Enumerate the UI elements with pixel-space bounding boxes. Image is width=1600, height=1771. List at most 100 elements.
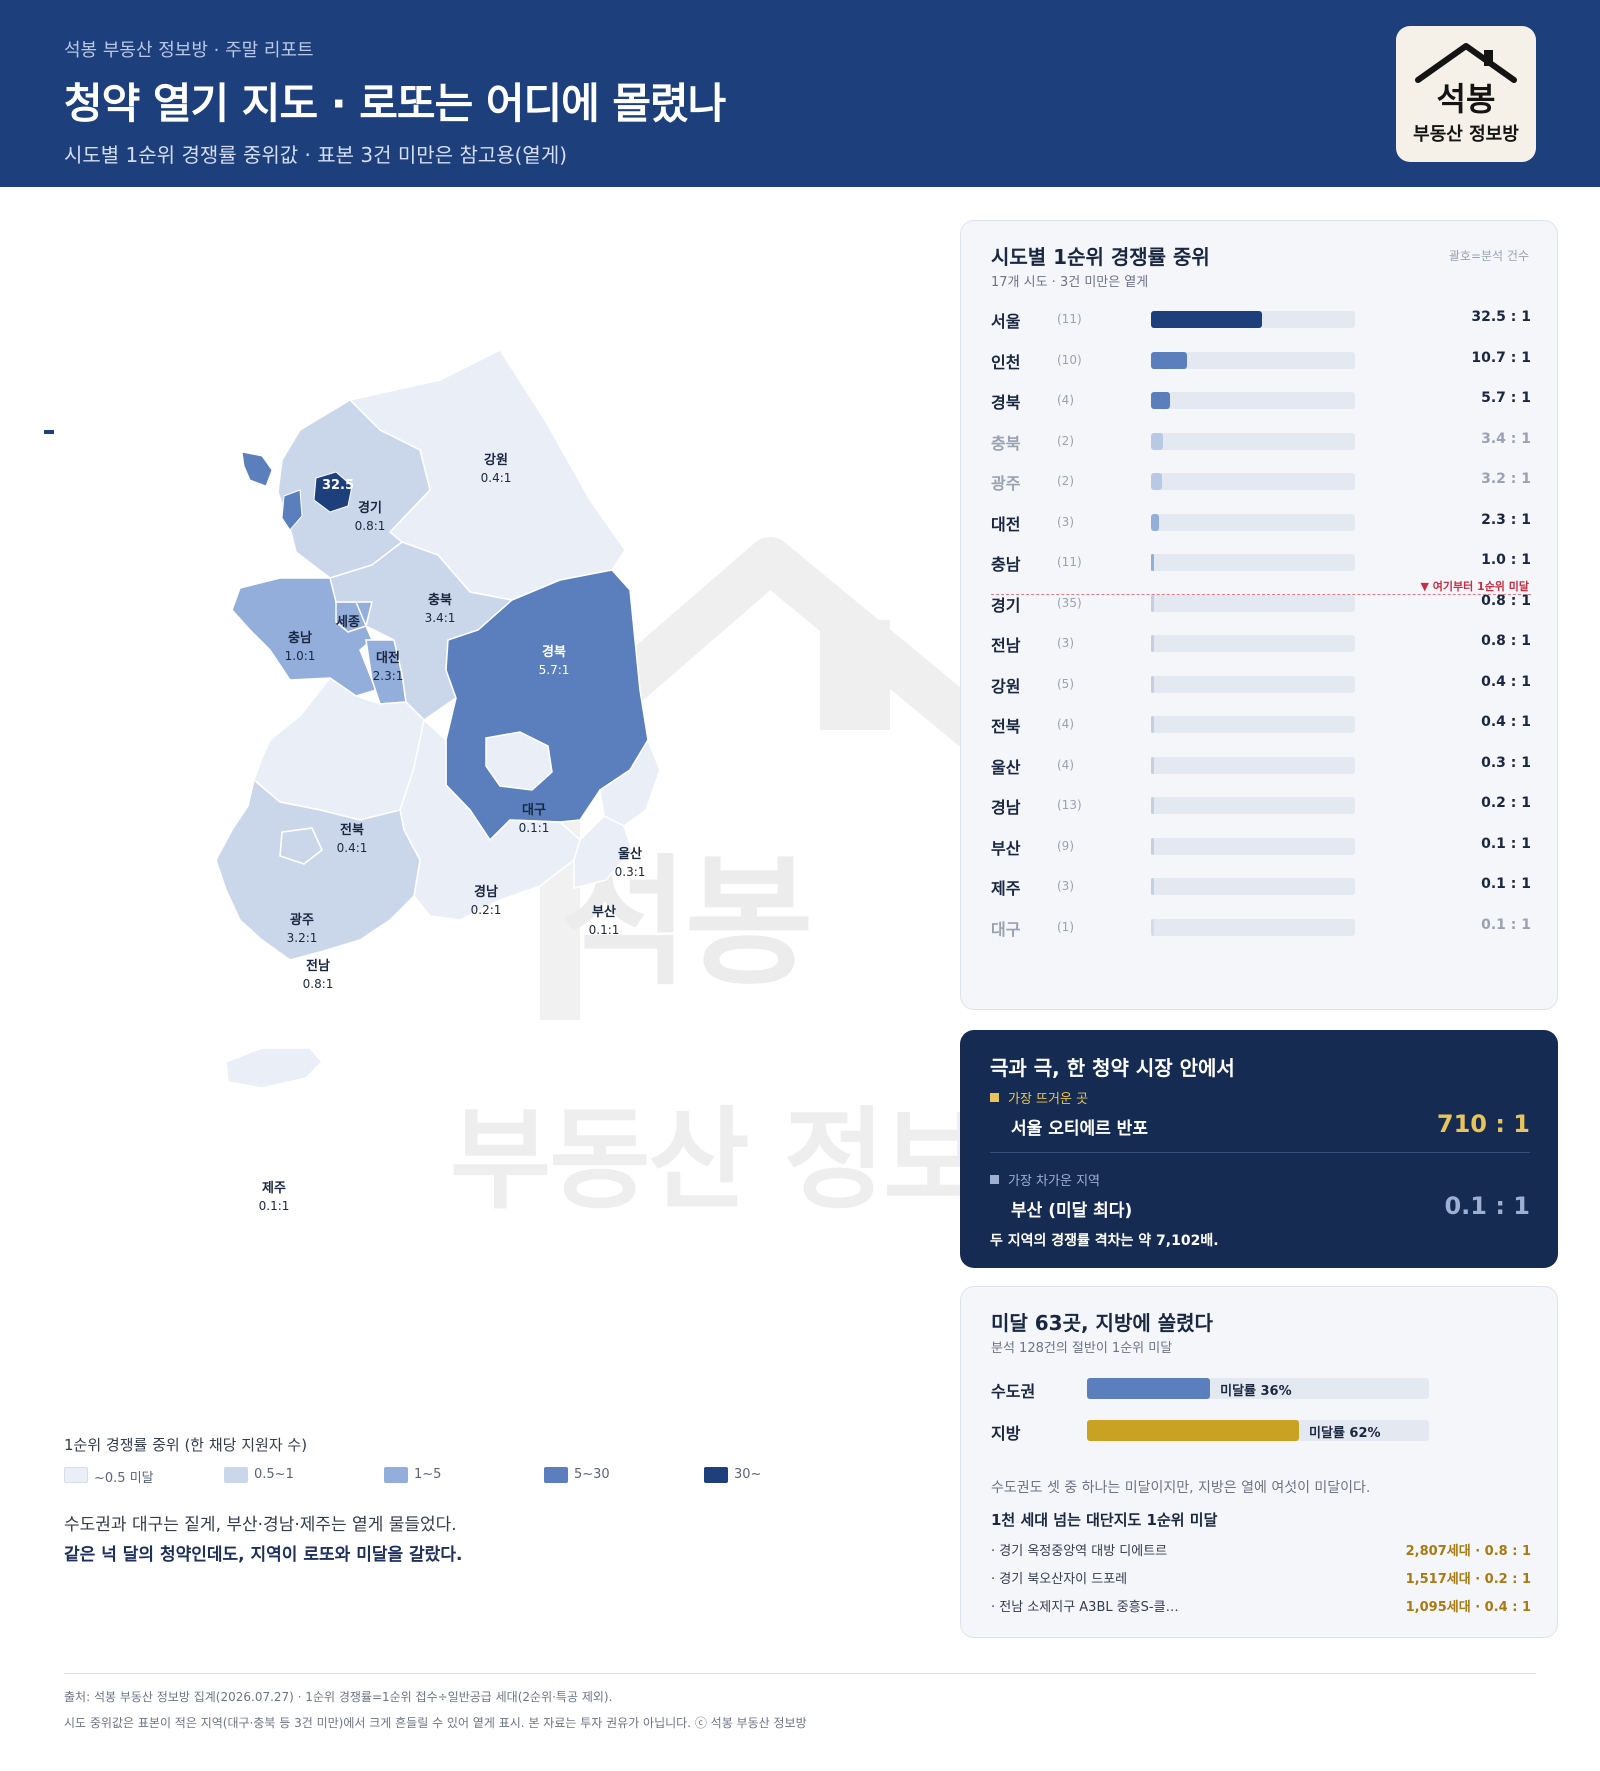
ranking-row: 경북 (4) 5.7 : 1 [991, 386, 1531, 414]
list-item: · 경기 옥정중앙역 대방 디에트르 2,807세대 · 0.8 : 1 [991, 1540, 1531, 1560]
cutoff-line [991, 594, 1531, 595]
map-label-busan-value: 0.1:1 [588, 922, 620, 937]
map-label-daejeon: 대전 2.3:1 [373, 650, 404, 684]
unsold-panel: 미달 63곳, 지방에 쏠렸다 분석 128건의 절반이 1순위 미달 수도권 … [960, 1286, 1558, 1638]
region-seoul[interactable] [313, 471, 353, 513]
ranking-bar-track [1151, 351, 1355, 369]
list-item: · 전남 소제지구 A3BL 중흥S-클… 1,095세대 · 0.4 : 1 [991, 1596, 1531, 1616]
ranking-subtitle: 17개 시도 · 3건 미만은 옅게 [991, 275, 1149, 290]
ranking-bar-track [1151, 918, 1355, 936]
complex-name: · 경기 북오산자이 드포레 [991, 1572, 1128, 1587]
map-label-gangwon-value: 0.4:1 [480, 470, 512, 485]
legend-label: 30~ [734, 1467, 762, 1482]
ranking-value: 0.1 : 1 [1481, 916, 1531, 933]
map-label-gangwon-name: 강원 [484, 453, 508, 468]
map-label-gyeonggi: 경기 0.8:1 [355, 500, 386, 534]
ranking-row: 대구 (1) 0.1 : 1 [991, 913, 1531, 941]
map-label-gyeongnam-name: 경남 [474, 885, 498, 900]
ranking-row: 제주 (3) 0.1 : 1 [991, 872, 1531, 900]
map-label-jeju-value: 0.1:1 [258, 1198, 290, 1213]
map-label-daegu: 대구 0.1:1 [519, 802, 550, 836]
legend-swatch [64, 1467, 88, 1483]
unsold-bar-capital: 수도권 미달률 36% [991, 1375, 1531, 1403]
ranking-count: (2) [1057, 474, 1074, 488]
ranking-bar [1151, 878, 1154, 895]
complex-name: · 전남 소제지구 A3BL 중흥S-클… [991, 1600, 1179, 1615]
korea-choropleth-map: 32.5 경기 0.8:1 강원 0.4:1 충북 3.4:1 충남 1.0:1… [0, 340, 814, 1240]
ranking-row: 부산 (9) 0.1 : 1 [991, 832, 1531, 860]
map-label-ulsan-name: 울산 [618, 847, 642, 862]
ranking-bar [1151, 554, 1155, 571]
ranking-value: 0.8 : 1 [1481, 633, 1531, 649]
cold-name: 부산 (미달 최다) [1011, 1201, 1133, 1221]
ranking-count: (11) [1057, 555, 1082, 569]
footer-divider [64, 1673, 1536, 1674]
ranking-value: 3.4 : 1 [1481, 430, 1531, 447]
ranking-row: 대전 (3) 2.3 : 1 [991, 508, 1531, 536]
unsold-bar-label: 미달률 36% [1220, 1384, 1292, 1399]
legend-swatch [224, 1467, 248, 1483]
legend-label: 0.5~1 [254, 1467, 294, 1482]
legend-swatch [544, 1467, 568, 1483]
ranking-region: 제주 [991, 879, 1021, 898]
ranking-bar-track [1151, 756, 1355, 774]
region-jeju[interactable] [225, 1047, 324, 1089]
ranking-row: 인천 (10) 10.7 : 1 [991, 346, 1531, 374]
cold-tag: 가장 차가운 지역 [990, 1170, 1100, 1189]
ranking-region: 부산 [991, 838, 1021, 858]
ranking-row: 서울 (11) 32.5 : 1 [991, 305, 1531, 333]
map-label-gyeongbuk-name: 경북 [542, 645, 566, 660]
region-daegu[interactable] [485, 731, 553, 791]
map-caption: 수도권과 대구는 짙게, 부산·경남·제주는 옅게 물들었다. [64, 1515, 457, 1535]
ranking-region: 전북 [991, 717, 1021, 736]
region-chungbuk[interactable] [329, 541, 514, 721]
ranking-value: 0.2 : 1 [1481, 795, 1531, 811]
region-jeonnam[interactable] [215, 778, 421, 961]
ranking-bar-track [1151, 473, 1355, 490]
hot-tag-label: 가장 뜨거운 곳 [1008, 1092, 1089, 1107]
map-label-chungbuk-name: 충북 [428, 593, 452, 608]
ranking-value: 0.8 : 1 [1481, 592, 1531, 609]
ranking-row: 전북 (4) 0.4 : 1 [991, 710, 1531, 738]
ranking-region: 대구 [991, 919, 1021, 939]
ranking-row: 울산 (4) 0.3 : 1 [991, 751, 1531, 779]
map-label-seoul-value: 32.5 [321, 478, 355, 493]
ranking-row: 경기 (35) 0.8 : 1 [991, 589, 1531, 617]
map-label-jeju: 제주 0.1:1 [259, 1180, 290, 1214]
extremes-panel: 극과 극, 한 청약 시장 안에서 가장 뜨거운 곳 서울 오티에르 반포 71… [960, 1030, 1558, 1268]
map-label-jeonbuk-value: 0.4:1 [336, 840, 368, 855]
ranking-region: 경북 [991, 393, 1021, 412]
ranking-bar-track [1151, 716, 1355, 733]
map-label-jeonbuk-name: 전북 [340, 823, 364, 838]
watermark-sub-text: 부동산 정보 [450, 1095, 984, 1224]
house-roof-icon [1415, 43, 1517, 83]
hot-name: 서울 오티에르 반포 [1011, 1119, 1148, 1139]
ranking-bar [1151, 756, 1154, 774]
region-incheon[interactable] [241, 451, 303, 531]
ranking-value: 32.5 : 1 [1471, 309, 1531, 325]
list-item: · 경기 북오산자이 드포레 1,517세대 · 0.2 : 1 [991, 1568, 1531, 1588]
ranking-title: 시도별 1순위 경쟁률 중위 [991, 245, 1210, 269]
ranking-bar-track [1151, 797, 1355, 814]
region-busan[interactable] [573, 815, 633, 889]
ranking-region: 충북 [991, 433, 1021, 453]
ranking-bar [1151, 594, 1154, 612]
ranking-value: 5.7 : 1 [1481, 390, 1531, 406]
ranking-region: 광주 [991, 474, 1021, 493]
complex-name: · 경기 옥정중앙역 대방 디에트르 [991, 1544, 1168, 1559]
legend-label: ~0.5 미달 [94, 1471, 154, 1486]
ranking-region: 인천 [991, 352, 1021, 372]
ranking-region: 울산 [991, 757, 1021, 777]
page-title: 청약 열기 지도 · 로또는 어디에 몰렸나 [64, 79, 726, 128]
ranking-region: 전남 [991, 636, 1021, 655]
ranking-row: 광주 (2) 3.2 : 1 [991, 467, 1531, 495]
ranking-bar [1151, 716, 1154, 733]
map-label-gyeongnam: 경남 0.2:1 [471, 884, 502, 918]
map-label-jeonnam-name: 전남 [306, 959, 330, 974]
ranking-bar [1151, 837, 1154, 855]
map-caption-emphasis: 같은 넉 달의 청약인데도, 지역이 로또와 미달을 갈랐다. [64, 1545, 463, 1565]
ranking-bar [1151, 432, 1163, 450]
map-label-daejeon-value: 2.3:1 [372, 668, 404, 683]
legend-label: 1~5 [414, 1467, 442, 1482]
map-label-sejong-name: 세종 [336, 615, 360, 630]
